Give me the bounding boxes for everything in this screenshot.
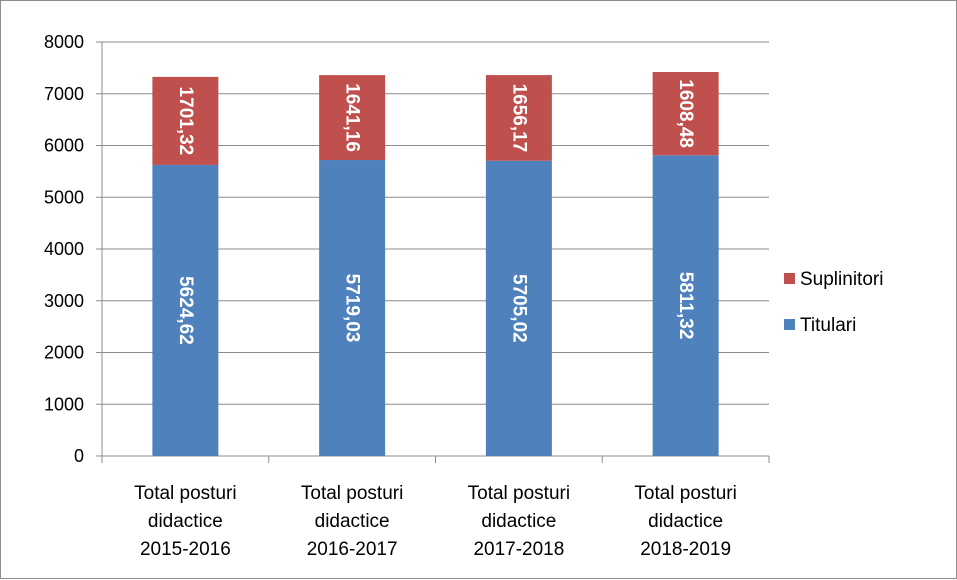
bars (152, 72, 719, 457)
x-category-label: didactice (148, 511, 223, 532)
legend-label-titulari: Titulari (800, 315, 856, 336)
data-label-titulari-1: 5624,62 (175, 276, 196, 345)
legend-label-suplinitori: Suplinitori (800, 269, 883, 290)
data-label-suplinitori-4: 1608,48 (675, 79, 696, 148)
x-category-label: didactice (648, 511, 723, 532)
x-category-label: didactice (481, 511, 556, 532)
data-label-titulari-3: 5705,02 (508, 274, 529, 343)
y-tick-label: 2000 (44, 343, 84, 363)
bar-suplinitori-2 (319, 75, 386, 161)
legend: Suplinitori Titulari (784, 269, 883, 336)
data-label-titulari-2: 5719,03 (342, 274, 363, 343)
x-category-label: Total posturi (634, 483, 736, 504)
data-label-titulari-4: 5811,32 (675, 272, 696, 340)
data-labels: 5624,62 1701,32 5719,03 1641,16 5705,02 1656,… (175, 79, 696, 345)
bar-titulari-1 (152, 164, 219, 457)
x-category-label: Total posturi (468, 483, 570, 504)
y-tick-label: 7000 (44, 84, 84, 104)
bar-titulari-3 (485, 160, 552, 457)
y-tick-label: 3000 (44, 291, 84, 311)
bar-suplinitori-3 (485, 75, 552, 161)
data-label-suplinitori-3: 1656,17 (508, 84, 529, 153)
x-category-label: 2017-2018 (473, 539, 564, 560)
y-tick-label: 5000 (44, 187, 84, 207)
y-tick-label: 8000 (44, 32, 84, 52)
x-category-label: didactice (315, 511, 390, 532)
legend-swatch-suplinitori (784, 273, 795, 284)
x-category-label: 2016-2017 (307, 539, 398, 560)
data-label-suplinitori-1: 1701,32 (175, 87, 196, 156)
bar-titulari-2 (319, 160, 386, 456)
y-tick-label: 4000 (44, 239, 84, 259)
y-tick-label: 6000 (44, 136, 84, 156)
x-category-label: Total posturi (134, 483, 236, 504)
x-category-label: Total posturi (301, 483, 403, 504)
y-tick-label: 0 (74, 446, 84, 466)
bar-titulari-4 (652, 155, 719, 456)
y-tick-label: 1000 (44, 394, 84, 414)
x-category-label: 2018-2019 (640, 539, 731, 560)
bar-suplinitori-4 (652, 72, 719, 156)
x-category-label: 2015-2016 (140, 539, 231, 560)
data-label-suplinitori-2: 1641,16 (342, 83, 363, 152)
axes: 0 1000 2000 3000 4000 5000 6000 7000 8000 Total p… (44, 32, 770, 560)
legend-swatch-titulari (784, 319, 795, 330)
bar-suplinitori-1 (152, 76, 219, 165)
